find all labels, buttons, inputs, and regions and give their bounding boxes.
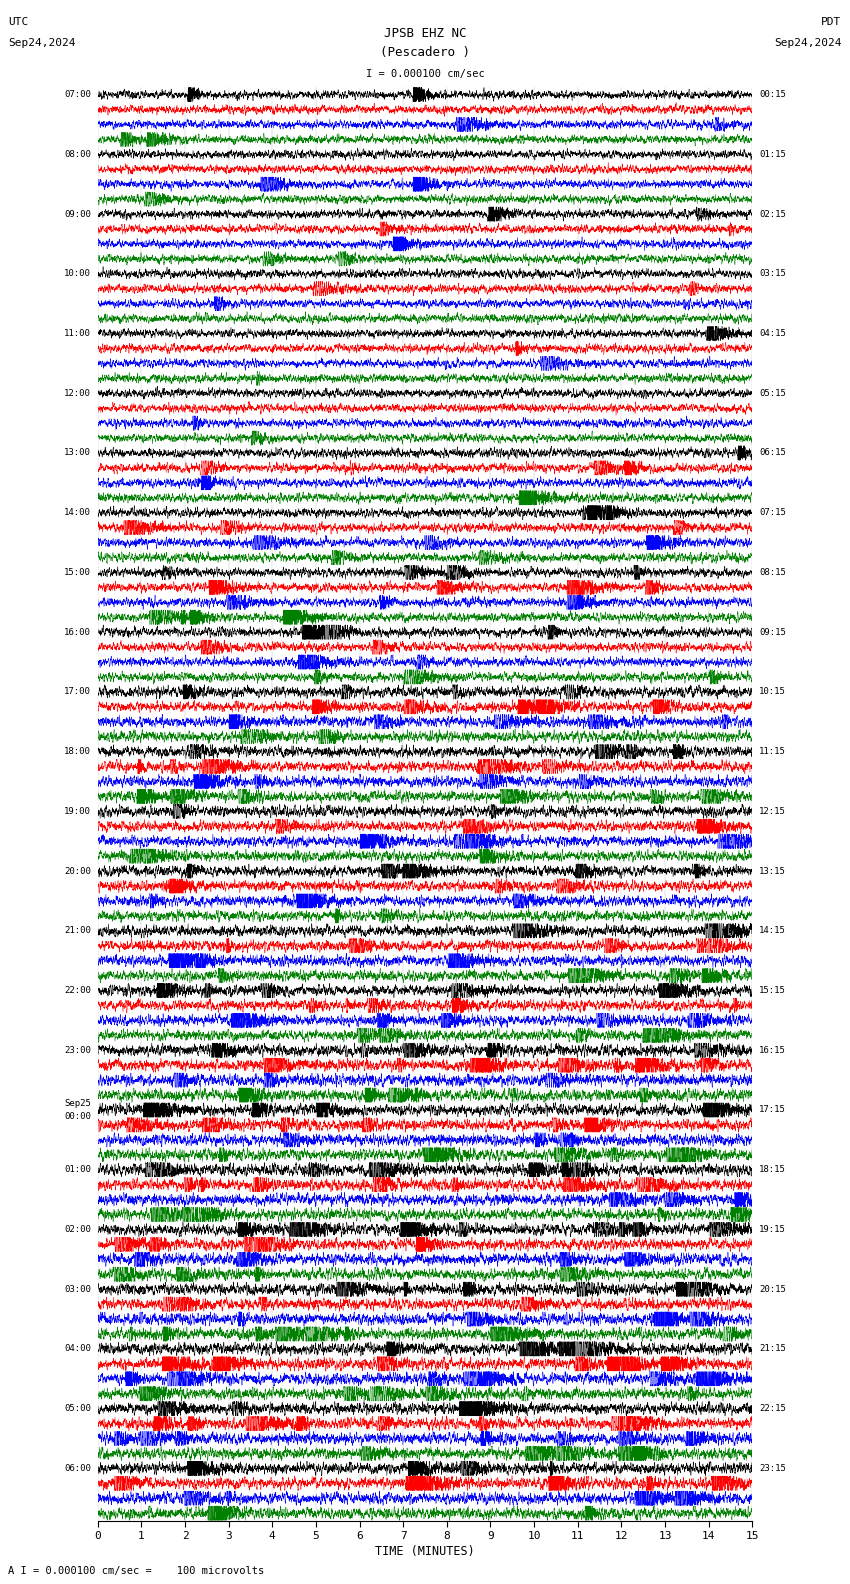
Text: 16:00: 16:00 (64, 627, 91, 637)
Text: 15:00: 15:00 (64, 569, 91, 577)
Text: 16:15: 16:15 (759, 1045, 786, 1055)
Text: 11:15: 11:15 (759, 748, 786, 756)
Text: 00:00: 00:00 (64, 1112, 91, 1121)
Text: 03:15: 03:15 (759, 269, 786, 279)
Text: 18:15: 18:15 (759, 1166, 786, 1174)
Text: 01:15: 01:15 (759, 150, 786, 158)
Text: JPSB EHZ NC: JPSB EHZ NC (383, 27, 467, 40)
Text: 08:15: 08:15 (759, 569, 786, 577)
Text: 05:00: 05:00 (64, 1403, 91, 1413)
Text: 03:00: 03:00 (64, 1285, 91, 1294)
Text: 23:00: 23:00 (64, 1045, 91, 1055)
Text: (Pescadero ): (Pescadero ) (380, 46, 470, 59)
Text: 09:15: 09:15 (759, 627, 786, 637)
Text: 12:00: 12:00 (64, 388, 91, 398)
Text: 08:00: 08:00 (64, 150, 91, 158)
Text: 06:00: 06:00 (64, 1464, 91, 1473)
Text: 11:00: 11:00 (64, 329, 91, 337)
Text: 02:00: 02:00 (64, 1224, 91, 1234)
Text: 20:00: 20:00 (64, 866, 91, 876)
Text: 17:00: 17:00 (64, 687, 91, 697)
Text: 07:15: 07:15 (759, 508, 786, 518)
Text: 02:15: 02:15 (759, 209, 786, 219)
Text: 14:15: 14:15 (759, 927, 786, 935)
Text: I = 0.000100 cm/sec: I = 0.000100 cm/sec (366, 70, 484, 79)
Text: 01:00: 01:00 (64, 1166, 91, 1174)
Text: Sep25: Sep25 (64, 1099, 91, 1109)
Text: PDT: PDT (821, 17, 842, 27)
Text: 12:15: 12:15 (759, 806, 786, 816)
Text: 13:00: 13:00 (64, 448, 91, 458)
Text: 05:15: 05:15 (759, 388, 786, 398)
Text: 04:00: 04:00 (64, 1345, 91, 1353)
Text: 22:15: 22:15 (759, 1403, 786, 1413)
Text: 19:15: 19:15 (759, 1224, 786, 1234)
Text: 19:00: 19:00 (64, 806, 91, 816)
Text: 04:15: 04:15 (759, 329, 786, 337)
Text: 14:00: 14:00 (64, 508, 91, 518)
Text: 17:15: 17:15 (759, 1106, 786, 1115)
Text: Sep24,2024: Sep24,2024 (8, 38, 76, 48)
Text: 09:00: 09:00 (64, 209, 91, 219)
Text: 07:00: 07:00 (64, 90, 91, 100)
Text: 20:15: 20:15 (759, 1285, 786, 1294)
Text: 21:15: 21:15 (759, 1345, 786, 1353)
Text: 13:15: 13:15 (759, 866, 786, 876)
Text: 15:15: 15:15 (759, 985, 786, 995)
Text: 22:00: 22:00 (64, 985, 91, 995)
Text: A I = 0.000100 cm/sec =    100 microvolts: A I = 0.000100 cm/sec = 100 microvolts (8, 1567, 264, 1576)
Text: 18:00: 18:00 (64, 748, 91, 756)
X-axis label: TIME (MINUTES): TIME (MINUTES) (375, 1546, 475, 1559)
Text: UTC: UTC (8, 17, 29, 27)
Text: 10:00: 10:00 (64, 269, 91, 279)
Text: 21:00: 21:00 (64, 927, 91, 935)
Text: 10:15: 10:15 (759, 687, 786, 697)
Text: Sep24,2024: Sep24,2024 (774, 38, 842, 48)
Text: 23:15: 23:15 (759, 1464, 786, 1473)
Text: 06:15: 06:15 (759, 448, 786, 458)
Text: 00:15: 00:15 (759, 90, 786, 100)
